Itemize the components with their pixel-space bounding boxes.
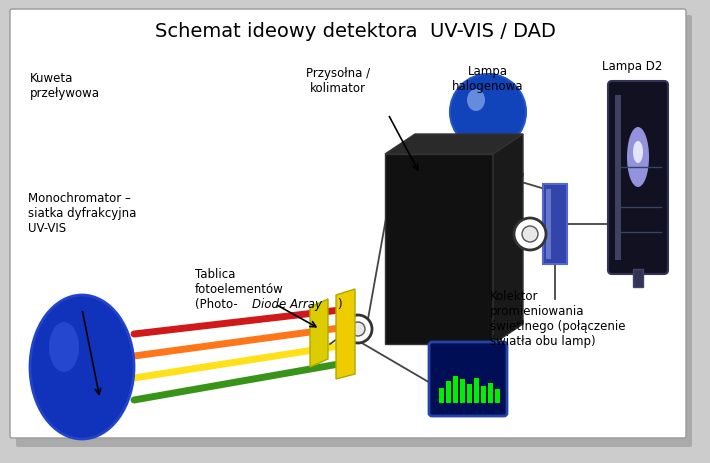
Bar xyxy=(385,155,493,344)
Text: Schemat ideowy detektora  UV-VIS / DAD: Schemat ideowy detektora UV-VIS / DAD xyxy=(155,22,555,41)
Polygon shape xyxy=(385,135,523,155)
Text: Monochromator –
siatka dyfrakcyjna
UV-VIS: Monochromator – siatka dyfrakcyjna UV-VI… xyxy=(28,192,136,234)
Bar xyxy=(488,383,493,403)
Ellipse shape xyxy=(30,295,134,439)
Bar xyxy=(633,269,643,288)
Bar xyxy=(482,150,494,173)
FancyBboxPatch shape xyxy=(16,16,692,447)
Circle shape xyxy=(344,315,372,343)
Text: Przysołna /
kolimator: Przysołna / kolimator xyxy=(306,67,370,95)
Circle shape xyxy=(522,226,538,243)
Ellipse shape xyxy=(49,322,79,372)
Text: Tablica
fotoelementów
(Photo-: Tablica fotoelementów (Photo- xyxy=(195,268,284,310)
Bar xyxy=(543,185,567,264)
Bar xyxy=(474,378,479,403)
Bar xyxy=(460,379,465,403)
Bar xyxy=(546,189,551,259)
Text: Kolektor
promieniowania
świetlnego (połączenie
światła obu lamp): Kolektor promieniowania świetlnego (połą… xyxy=(490,289,626,347)
Ellipse shape xyxy=(467,90,485,112)
Bar xyxy=(481,386,486,403)
Circle shape xyxy=(514,219,546,250)
Text: ): ) xyxy=(337,297,342,310)
Polygon shape xyxy=(493,135,523,344)
Circle shape xyxy=(351,322,365,336)
FancyBboxPatch shape xyxy=(608,82,668,275)
Polygon shape xyxy=(336,289,355,379)
Text: Lampa
halogenowa: Lampa halogenowa xyxy=(452,65,524,93)
Text: Diode Array: Diode Array xyxy=(252,297,322,310)
Polygon shape xyxy=(310,300,328,367)
FancyBboxPatch shape xyxy=(429,342,507,416)
Bar xyxy=(495,389,500,403)
Circle shape xyxy=(450,75,526,150)
Bar xyxy=(439,388,444,403)
Bar xyxy=(615,96,621,260)
FancyBboxPatch shape xyxy=(10,10,686,438)
Text: Lampa D2: Lampa D2 xyxy=(602,60,662,73)
Text: Kuweta
przeływowa: Kuweta przeływowa xyxy=(30,72,100,100)
Ellipse shape xyxy=(633,142,643,163)
Ellipse shape xyxy=(627,128,649,188)
Bar xyxy=(467,384,472,403)
Bar xyxy=(446,381,451,403)
Bar xyxy=(453,376,458,403)
